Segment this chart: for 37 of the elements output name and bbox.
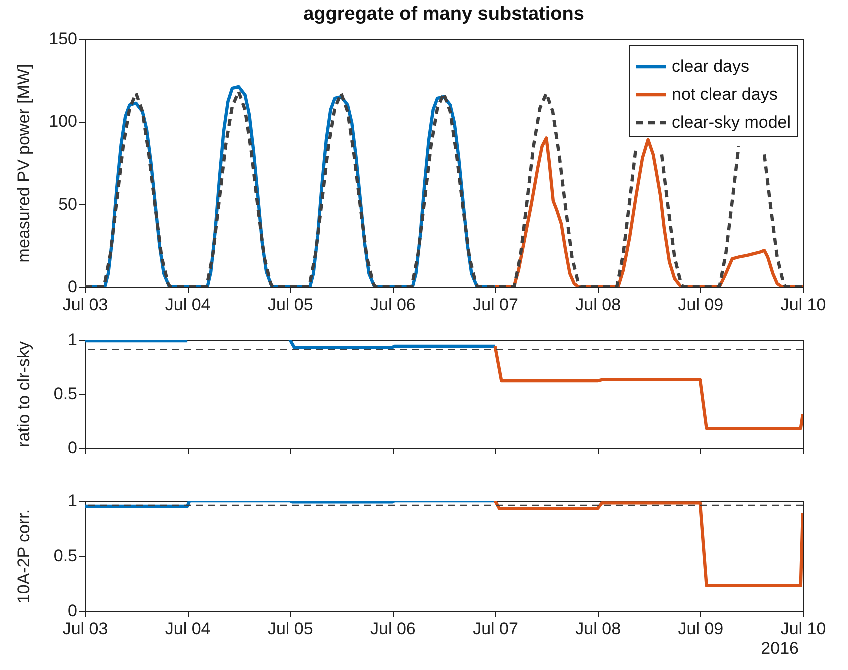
y-tick-label: 100	[49, 112, 78, 132]
x-tick-label: Jul 03	[62, 296, 108, 314]
x-tick-label: Jul 07	[473, 296, 518, 314]
x-tick-label: Jul 06	[370, 296, 416, 314]
y-tick-label: 0	[68, 438, 78, 458]
legend-label: not clear days	[672, 85, 778, 104]
y-tick-label: 0	[68, 278, 78, 296]
legend-label: clear-sky model	[672, 113, 792, 132]
x-tick-label: Jul 04	[165, 620, 211, 638]
y-axis-title: measured PV power [MW]	[14, 64, 34, 263]
x-tick-label: Jul 05	[268, 620, 314, 638]
y-tick-label: 0.5	[54, 546, 78, 566]
x-tick-label: Jul 03	[62, 620, 108, 638]
x-tick-label: Jul 10	[780, 296, 826, 314]
y-tick-label: 0.5	[54, 384, 78, 404]
y-tick-label: 150	[49, 30, 78, 48]
chart-title: aggregate of many substations	[304, 4, 584, 25]
x-tick-label: Jul 09	[678, 296, 724, 314]
y-tick-label: 1	[68, 492, 78, 510]
legend-label: clear days	[672, 57, 750, 76]
x-tick-label: Jul 08	[576, 620, 622, 638]
y-tick-label: 50	[58, 194, 78, 214]
y-axis-title: 10A-2P corr.	[14, 509, 34, 604]
line-series	[494, 501, 803, 588]
x-tick-label: Jul 04	[165, 296, 211, 314]
y-tick-label: 0	[68, 602, 78, 620]
text: 2016	[761, 639, 799, 658]
y-tick-label: 1	[68, 330, 78, 350]
x-tick-label: Jul 07	[473, 620, 518, 638]
line-series	[494, 344, 803, 430]
x-tick-label: Jul 05	[268, 296, 314, 314]
y-axis-title: ratio to clr-sky	[14, 341, 34, 448]
x-tick-label: Jul 09	[678, 620, 724, 638]
x-tick-label: Jul 08	[576, 296, 622, 314]
x-tick-label: Jul 10	[780, 620, 826, 638]
x-tick-label: Jul 06	[370, 620, 416, 638]
line-series	[494, 136, 803, 287]
